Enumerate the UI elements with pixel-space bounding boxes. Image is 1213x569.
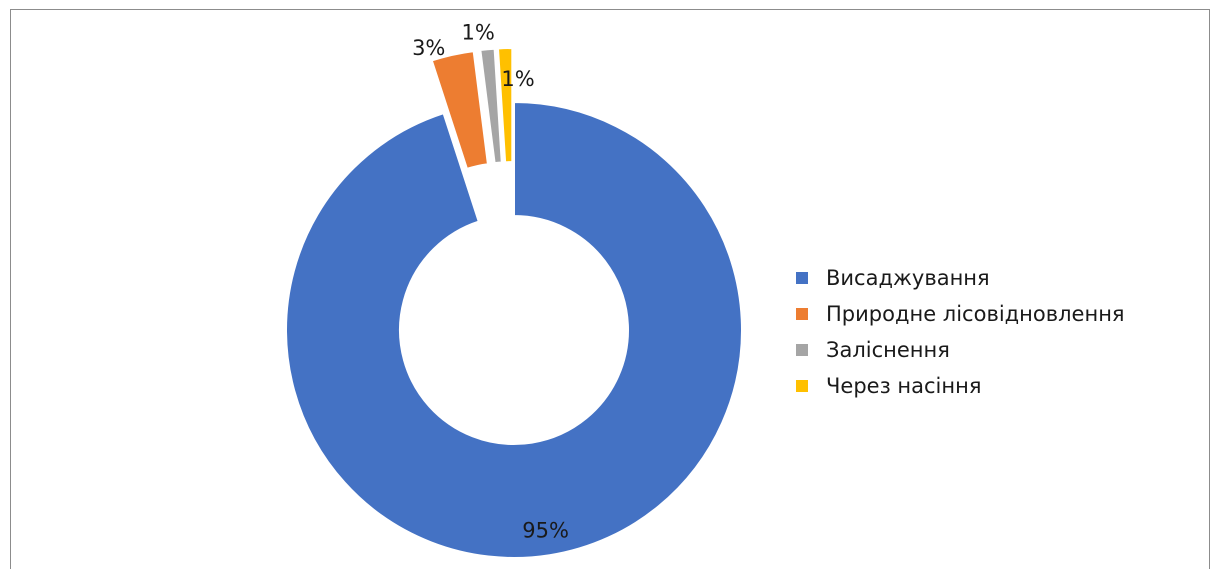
legend-label-3: Через насіння bbox=[826, 374, 981, 398]
data-label-3: 1% bbox=[501, 67, 534, 91]
legend-item-2: Заліснення bbox=[796, 332, 1125, 368]
slice-0 bbox=[286, 102, 742, 558]
legend-swatch-2 bbox=[796, 344, 808, 356]
legend-label-0: Висаджування bbox=[826, 266, 990, 290]
legend-swatch-3 bbox=[796, 380, 808, 392]
data-label-2: 1% bbox=[461, 20, 494, 44]
legend-label-2: Заліснення bbox=[826, 338, 950, 362]
legend-item-1: Природне лісовідновлення bbox=[796, 296, 1125, 332]
data-label-0: 95% bbox=[522, 519, 569, 543]
legend-label-1: Природне лісовідновлення bbox=[826, 302, 1125, 326]
legend: Висаджування Природне лісовідновлення За… bbox=[796, 260, 1125, 404]
data-label-1: 3% bbox=[412, 36, 445, 60]
legend-item-0: Висаджування bbox=[796, 260, 1125, 296]
legend-swatch-1 bbox=[796, 308, 808, 320]
legend-swatch-0 bbox=[796, 272, 808, 284]
legend-item-3: Через насіння bbox=[796, 368, 1125, 404]
